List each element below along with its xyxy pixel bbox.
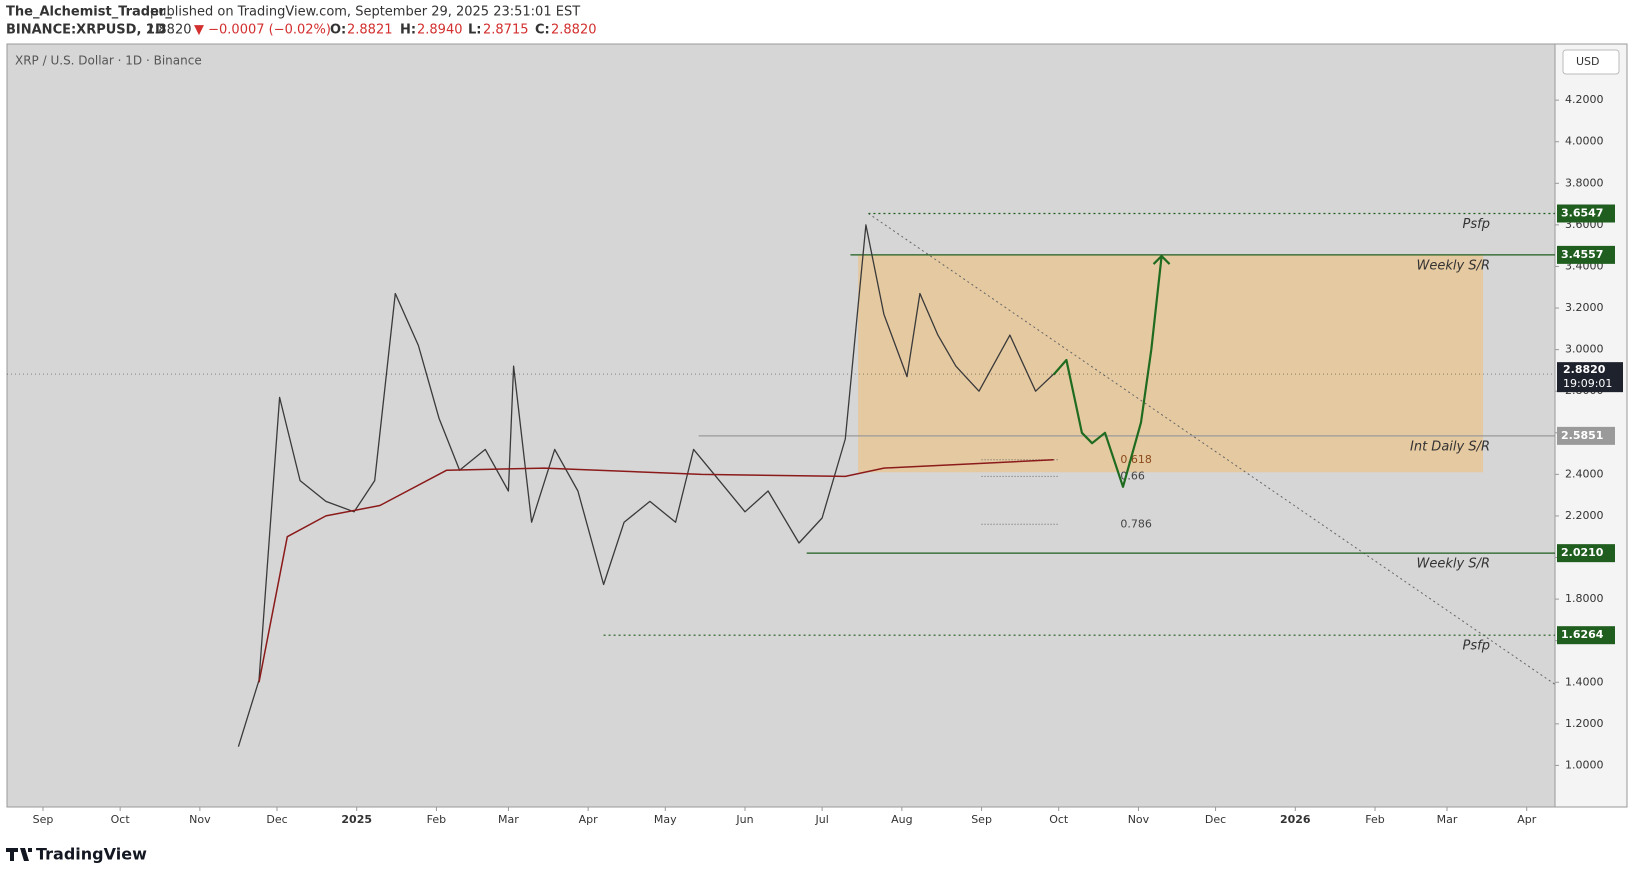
level-label: 3.4557: [1561, 248, 1603, 261]
x-tick-label: Nov: [189, 813, 211, 826]
x-tick-label: Feb: [427, 813, 446, 826]
y-tick-label: 2.2000: [1565, 509, 1604, 522]
trendline: [868, 213, 1556, 685]
y-tick-label: 3.2000: [1565, 301, 1604, 314]
y-tick-label: 1.4000: [1565, 675, 1604, 688]
x-tick-label: Mar: [498, 813, 519, 826]
level-tag: [1557, 245, 1615, 264]
arrow-head: [1152, 254, 1171, 265]
o-label: O:: [330, 23, 346, 38]
x-tick-label: 2026: [1280, 813, 1311, 826]
c: 2.8820: [551, 23, 597, 38]
x-tick-label: Sep: [971, 813, 992, 826]
last-price-label: 2.8820: [1563, 363, 1606, 376]
level-tag: [1557, 544, 1615, 563]
fib-label: 0.618: [1120, 453, 1152, 466]
h: 2.8940: [417, 23, 463, 38]
x-tick-label: Oct: [111, 813, 131, 826]
y-tick-label: 4.0000: [1565, 135, 1604, 148]
x-tick-label: Jul: [815, 813, 829, 826]
change: ▼ −0.0007 (−0.02%): [194, 23, 331, 38]
level-note: Weekly S/R: [1417, 258, 1490, 273]
x-tick-label: Apr: [579, 813, 599, 826]
x-tick-label: Apr: [1517, 813, 1537, 826]
y-tick-label: 1.8000: [1565, 592, 1604, 605]
level-note: Int Daily S/R: [1410, 439, 1490, 454]
price-line: [237, 224, 1055, 747]
l: 2.8715: [483, 23, 529, 38]
y-tick-label: 2.4000: [1565, 467, 1604, 480]
last: 2.8820: [146, 23, 192, 38]
level-tag: [1557, 426, 1615, 445]
zone: [858, 254, 1483, 473]
y-tick-label: 1.2000: [1565, 717, 1604, 730]
h-label: H:: [400, 23, 416, 38]
level-label: 3.6547: [1561, 207, 1603, 220]
level-note: Weekly S/R: [1417, 557, 1490, 572]
x-tick-label: Aug: [891, 813, 912, 826]
x-tick-label: Sep: [33, 813, 54, 826]
currency[interactable]: USD: [1576, 55, 1600, 68]
x-tick-label: Jun: [735, 813, 753, 826]
y-tick-label: 4.2000: [1565, 93, 1604, 106]
x-tick-label: Feb: [1365, 813, 1384, 826]
legend-text: XRP / U.S. Dollar · 1D · Binance: [15, 54, 202, 68]
level-label: 2.5851: [1561, 429, 1603, 442]
level-label: 1.6264: [1561, 628, 1604, 641]
x-tick-label: Nov: [1128, 813, 1150, 826]
y-tick-label: 1.0000: [1565, 758, 1604, 771]
published: published on TradingView.com, September …: [150, 5, 580, 20]
y-tick-label: 3.8000: [1565, 176, 1604, 189]
x-tick-label: 2025: [341, 813, 372, 826]
fib-label: 0.786: [1120, 517, 1152, 530]
last-price-tag: [1557, 362, 1623, 393]
x-tick-label: Mar: [1437, 813, 1458, 826]
symbol: BINANCE:XRPUSD, 1D: [6, 23, 166, 38]
x-tick-label: May: [654, 813, 677, 826]
o: 2.8821: [347, 23, 393, 38]
y-tick-label: 3.0000: [1565, 343, 1604, 356]
logo: [6, 848, 32, 861]
level-note: Psfp: [1463, 217, 1490, 232]
x-tick-label: Dec: [266, 813, 287, 826]
brand: TradingView: [36, 845, 147, 864]
author: The_Alchemist_Trader_: [6, 5, 172, 20]
level-label: 2.0210: [1561, 546, 1604, 559]
countdown: 19:09:01: [1563, 377, 1612, 390]
c-label: C:: [535, 23, 550, 38]
x-tick-label: Dec: [1205, 813, 1226, 826]
level-tag: [1557, 626, 1615, 645]
currency-button[interactable]: [1562, 49, 1620, 75]
price-line: [258, 459, 1054, 683]
l-label: L:: [468, 23, 481, 38]
level-tag: [1557, 204, 1615, 223]
level-note: Psfp: [1463, 639, 1490, 654]
x-tick-label: Oct: [1049, 813, 1069, 826]
price-axis: [1554, 43, 1628, 808]
